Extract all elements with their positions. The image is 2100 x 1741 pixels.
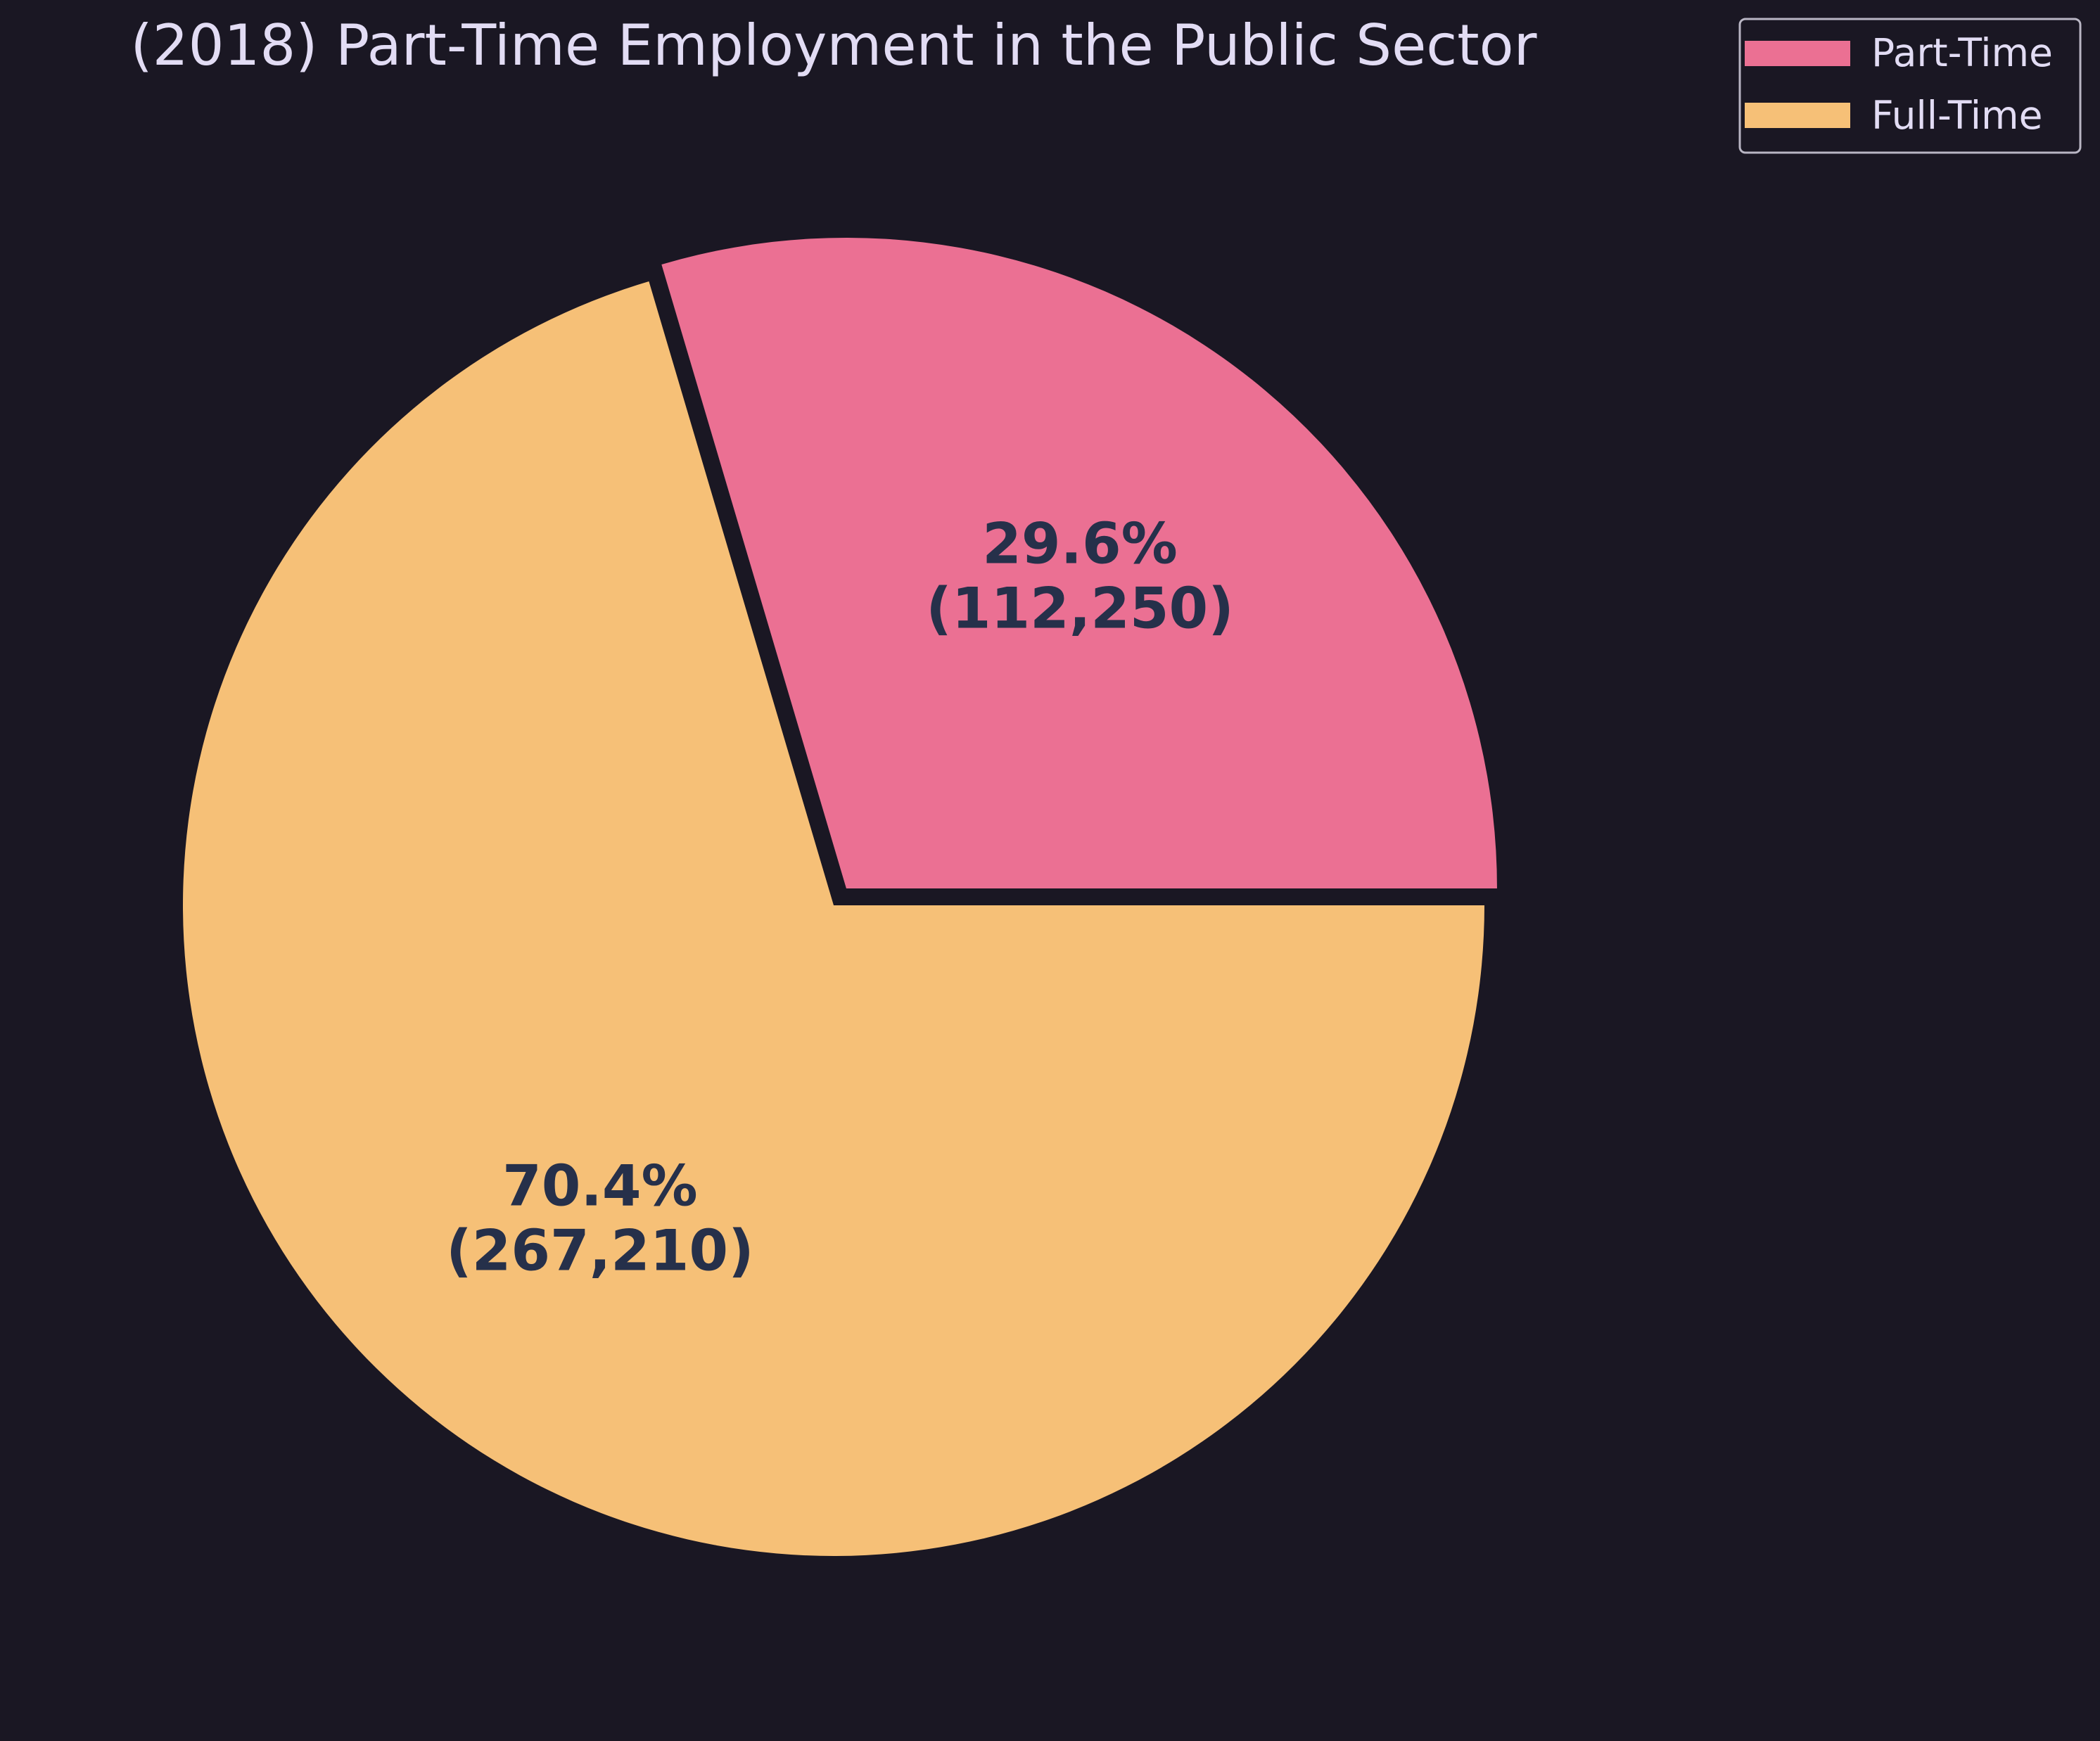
pie-labels: 29.6% (112,250) 70.4% (267,210) (446, 511, 1234, 1283)
legend-swatch-part-time (1745, 41, 1850, 66)
legend-label-full-time: Full-Time (1871, 93, 2042, 138)
legend: Part-Time Full-Time (1738, 18, 2082, 154)
slice-value-full-time: (267,210) (446, 1218, 754, 1284)
slice-label-part-time: 29.6% (112,250) (926, 511, 1234, 641)
legend-swatch-full-time (1745, 103, 1850, 128)
legend-label-part-time: Part-Time (1871, 30, 2053, 75)
slice-value-part-time: (112,250) (926, 575, 1234, 641)
chart-title: (2018) Part-Time Employment in the Publi… (131, 13, 1537, 78)
slice-label-full-time: 70.4% (267,210) (446, 1154, 754, 1284)
slice-percent-part-time: 29.6% (982, 511, 1178, 576)
slice-percent-full-time: 70.4% (502, 1154, 698, 1219)
pie-slice-full-time (183, 281, 1484, 1557)
pie-slices (183, 237, 1497, 1557)
pie-slice-part-time (661, 237, 1497, 888)
